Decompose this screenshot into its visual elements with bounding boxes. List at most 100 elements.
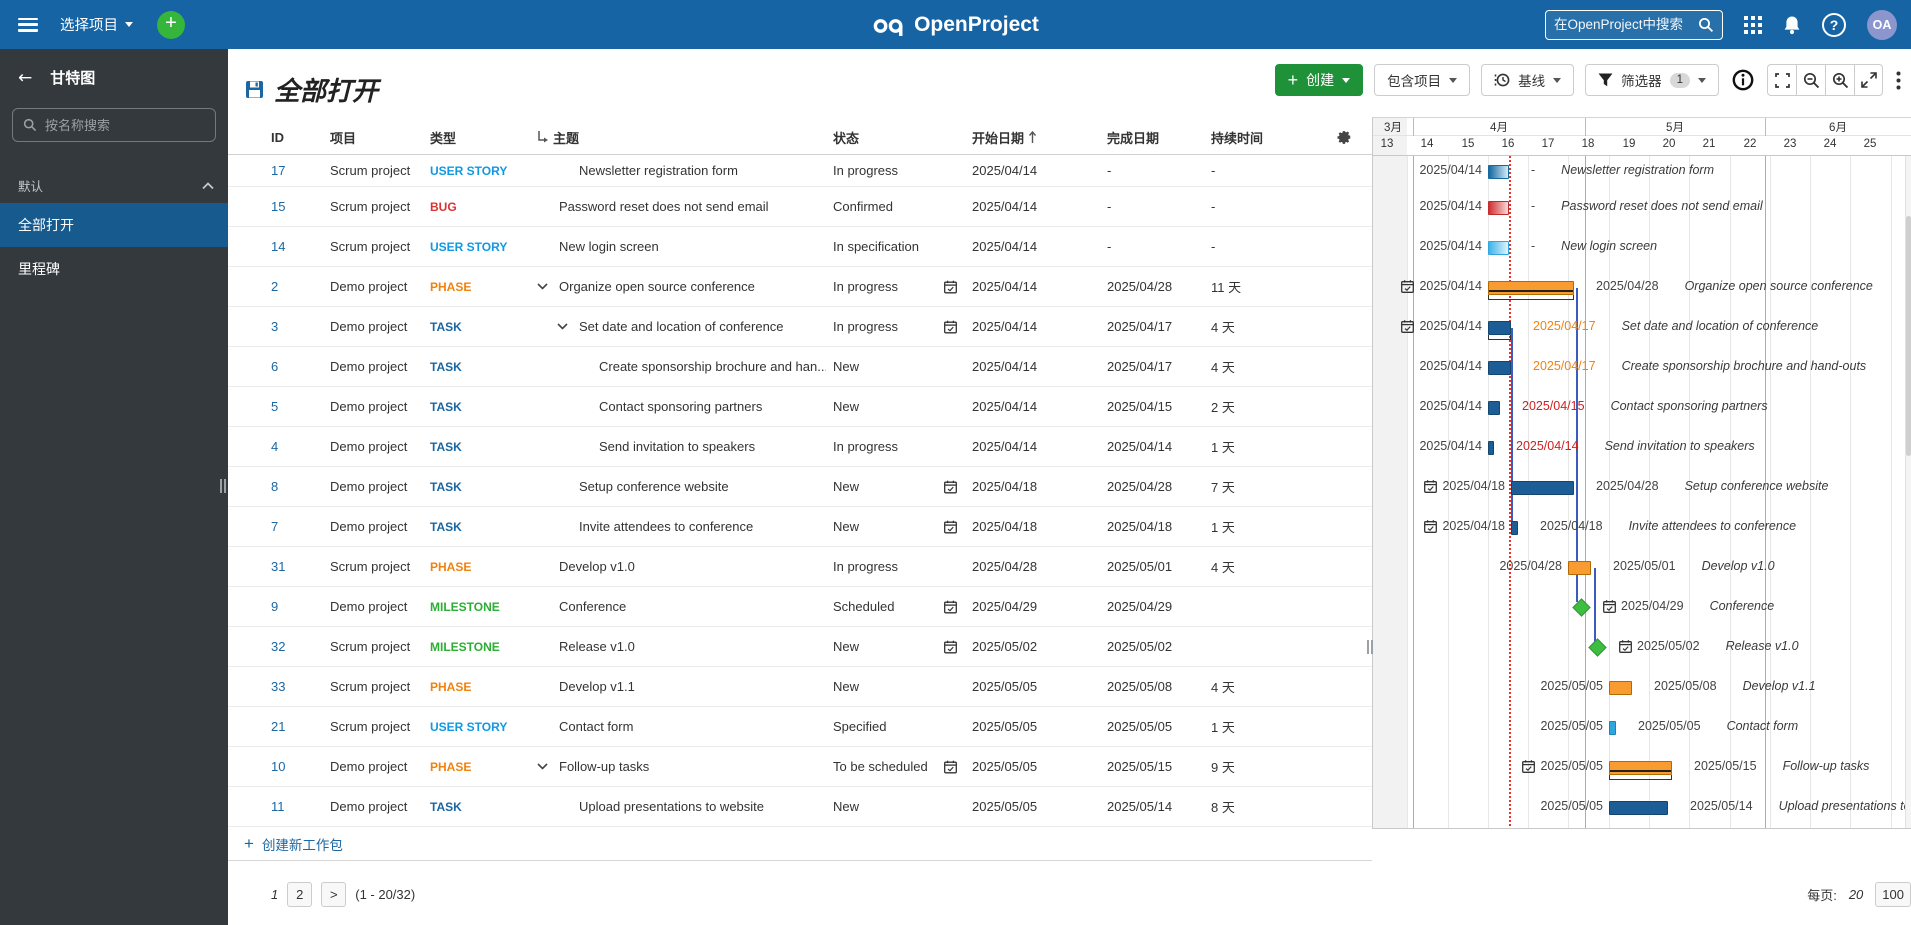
chevron-down-icon[interactable] (557, 323, 579, 330)
gantt-bar[interactable] (1488, 441, 1494, 455)
gantt-resize-handle[interactable] (1367, 640, 1373, 654)
quick-add-button[interactable]: + (157, 10, 185, 39)
workpackage-id-link[interactable]: 33 (271, 679, 286, 694)
workpackage-id-link[interactable]: 4 (271, 439, 279, 454)
sidebar-resize-handle[interactable] (220, 479, 226, 493)
gantt-bar[interactable] (1488, 321, 1511, 335)
hamburger-icon[interactable] (18, 17, 38, 32)
sidebar-item-milestones[interactable]: 里程碑 (18, 261, 60, 277)
sidebar-search-input[interactable] (45, 117, 205, 133)
gantt-bar[interactable] (1609, 801, 1668, 815)
table-row[interactable]: 31 Scrum project PHASE Develop v1.0 In p… (228, 547, 1372, 587)
plus-icon: + (165, 12, 177, 34)
col-header-type[interactable]: 类型 (430, 130, 457, 146)
table-row[interactable]: 14 Scrum project USER STORY New login sc… (228, 227, 1372, 267)
table-row[interactable]: 11 Demo project TASK Upload presentation… (228, 787, 1372, 827)
info-button[interactable] (1730, 64, 1756, 96)
table-row[interactable]: 17 Scrum project USER STORY Newsletter r… (228, 155, 1372, 187)
workpackage-id-link[interactable]: 9 (271, 599, 279, 614)
gantt-bar[interactable] (1488, 401, 1500, 415)
col-header-duration[interactable]: 持续时间 (1211, 130, 1264, 146)
back-arrow-icon[interactable]: ← (18, 67, 33, 88)
chevron-down-icon[interactable] (537, 763, 559, 770)
table-settings-button[interactable] (1328, 130, 1372, 145)
table-row[interactable]: 4 Demo project TASK Send invitation to s… (228, 427, 1372, 467)
table-row[interactable]: 5 Demo project TASK Contact sponsoring p… (228, 387, 1372, 427)
col-header-id[interactable]: ID (271, 129, 284, 145)
pagination-page-2-button[interactable]: 2 (287, 881, 313, 907)
per-page-100-button[interactable]: 100 (1875, 881, 1911, 907)
col-header-start-date[interactable]: 开始日期 (936, 128, 1100, 147)
gantt-bar[interactable] (1488, 241, 1509, 255)
workpackage-id-link[interactable]: 11 (271, 799, 285, 814)
help-icon[interactable]: ? (1822, 12, 1846, 37)
gantt-bar[interactable] (1568, 561, 1591, 575)
include-projects-button[interactable]: 包含项目 (1374, 64, 1471, 96)
gantt-bar[interactable] (1609, 721, 1616, 735)
gantt-vertical-scrollbar[interactable] (1905, 156, 1911, 828)
workpackage-id-link[interactable]: 3 (271, 319, 279, 334)
workpackage-id-link[interactable]: 7 (271, 519, 279, 534)
table-row[interactable]: 10 Demo project PHASE Follow-up tasks To… (228, 747, 1372, 787)
gantt-bar[interactable] (1609, 681, 1632, 695)
create-button[interactable]: + 创建 (1274, 64, 1364, 96)
sidebar-search-box[interactable] (12, 108, 216, 142)
table-row[interactable]: 7 Demo project TASK Invite attendees to … (228, 507, 1372, 547)
workpackage-id-link[interactable]: 10 (271, 759, 286, 774)
table-row[interactable]: 6 Demo project TASK Create sponsorship b… (228, 347, 1372, 387)
zoom-auto-button[interactable] (1767, 64, 1796, 96)
workpackage-id-link[interactable]: 21 (271, 719, 286, 734)
sidebar-item-all-open[interactable]: 全部打开 (0, 203, 228, 247)
gantt-bar[interactable] (1488, 281, 1574, 295)
workpackage-id-link[interactable]: 6 (271, 359, 279, 374)
workpackage-id-link[interactable]: 31 (271, 559, 286, 574)
chevron-down-icon[interactable] (537, 283, 559, 290)
table-row[interactable]: 32 Scrum project MILESTONE Release v1.0 … (228, 627, 1372, 667)
table-row[interactable]: 15 Scrum project BUG Password reset does… (228, 187, 1372, 227)
workpackage-id-link[interactable]: 5 (271, 399, 279, 414)
col-header-subject[interactable]: 主题 (530, 128, 826, 147)
workpackage-id-link[interactable]: 32 (271, 639, 286, 654)
gantt-milestone-diamond[interactable] (1588, 638, 1607, 657)
bell-icon[interactable] (1783, 15, 1801, 35)
gantt-bar[interactable] (1609, 761, 1672, 775)
gantt-bar[interactable] (1511, 521, 1518, 535)
openproject-logo[interactable]: OpenProject (872, 13, 1039, 37)
gantt-bar[interactable] (1488, 165, 1509, 179)
workpackage-id-link[interactable]: 15 (271, 199, 286, 214)
gantt-bar[interactable] (1511, 481, 1574, 495)
gantt-bar[interactable] (1488, 361, 1511, 375)
workpackage-id-link[interactable]: 17 (271, 163, 286, 178)
gantt-bar[interactable] (1488, 201, 1509, 215)
fullscreen-button[interactable] (1854, 64, 1883, 96)
pagination-next-button[interactable]: > (321, 881, 347, 907)
modules-grid-icon[interactable] (1744, 15, 1762, 34)
gantt-milestone-diamond[interactable] (1572, 598, 1591, 617)
settings-menu-button[interactable] (1894, 64, 1903, 96)
create-work-package-link[interactable]: + 创建新工作包 (228, 827, 1372, 861)
filter-button[interactable]: 筛选器 1 (1585, 64, 1719, 96)
col-header-project[interactable]: 项目 (330, 130, 357, 146)
zoom-in-button[interactable] (1825, 64, 1854, 96)
zoom-out-button[interactable] (1796, 64, 1825, 96)
col-header-finish-date[interactable]: 完成日期 (1107, 130, 1160, 146)
col-header-status[interactable]: 状态 (833, 130, 860, 146)
workpackage-id-link[interactable]: 14 (271, 239, 286, 254)
cell-subject: Password reset does not send email (559, 199, 769, 214)
save-icon[interactable] (245, 80, 264, 99)
avatar[interactable]: OA (1867, 9, 1897, 40)
global-search-box[interactable] (1545, 9, 1723, 40)
scrollbar-thumb[interactable] (1905, 216, 1911, 456)
table-row[interactable]: 33 Scrum project PHASE Develop v1.1 New … (228, 667, 1372, 707)
global-search-input[interactable] (1554, 17, 1698, 32)
table-row[interactable]: 8 Demo project TASK Setup conference web… (228, 467, 1372, 507)
table-row[interactable]: 9 Demo project MILESTONE Conference Sche… (228, 587, 1372, 627)
workpackage-id-link[interactable]: 8 (271, 479, 279, 494)
project-selector-dropdown[interactable]: 选择项目 (60, 14, 133, 35)
table-row[interactable]: 2 Demo project PHASE Organize open sourc… (228, 267, 1372, 307)
table-row[interactable]: 21 Scrum project USER STORY Contact form… (228, 707, 1372, 747)
sidebar-section-default[interactable]: 默认 (0, 168, 228, 203)
baseline-button[interactable]: 基线 (1481, 64, 1575, 96)
workpackage-id-link[interactable]: 2 (271, 279, 279, 294)
table-row[interactable]: 3 Demo project TASK Set date and locatio… (228, 307, 1372, 347)
